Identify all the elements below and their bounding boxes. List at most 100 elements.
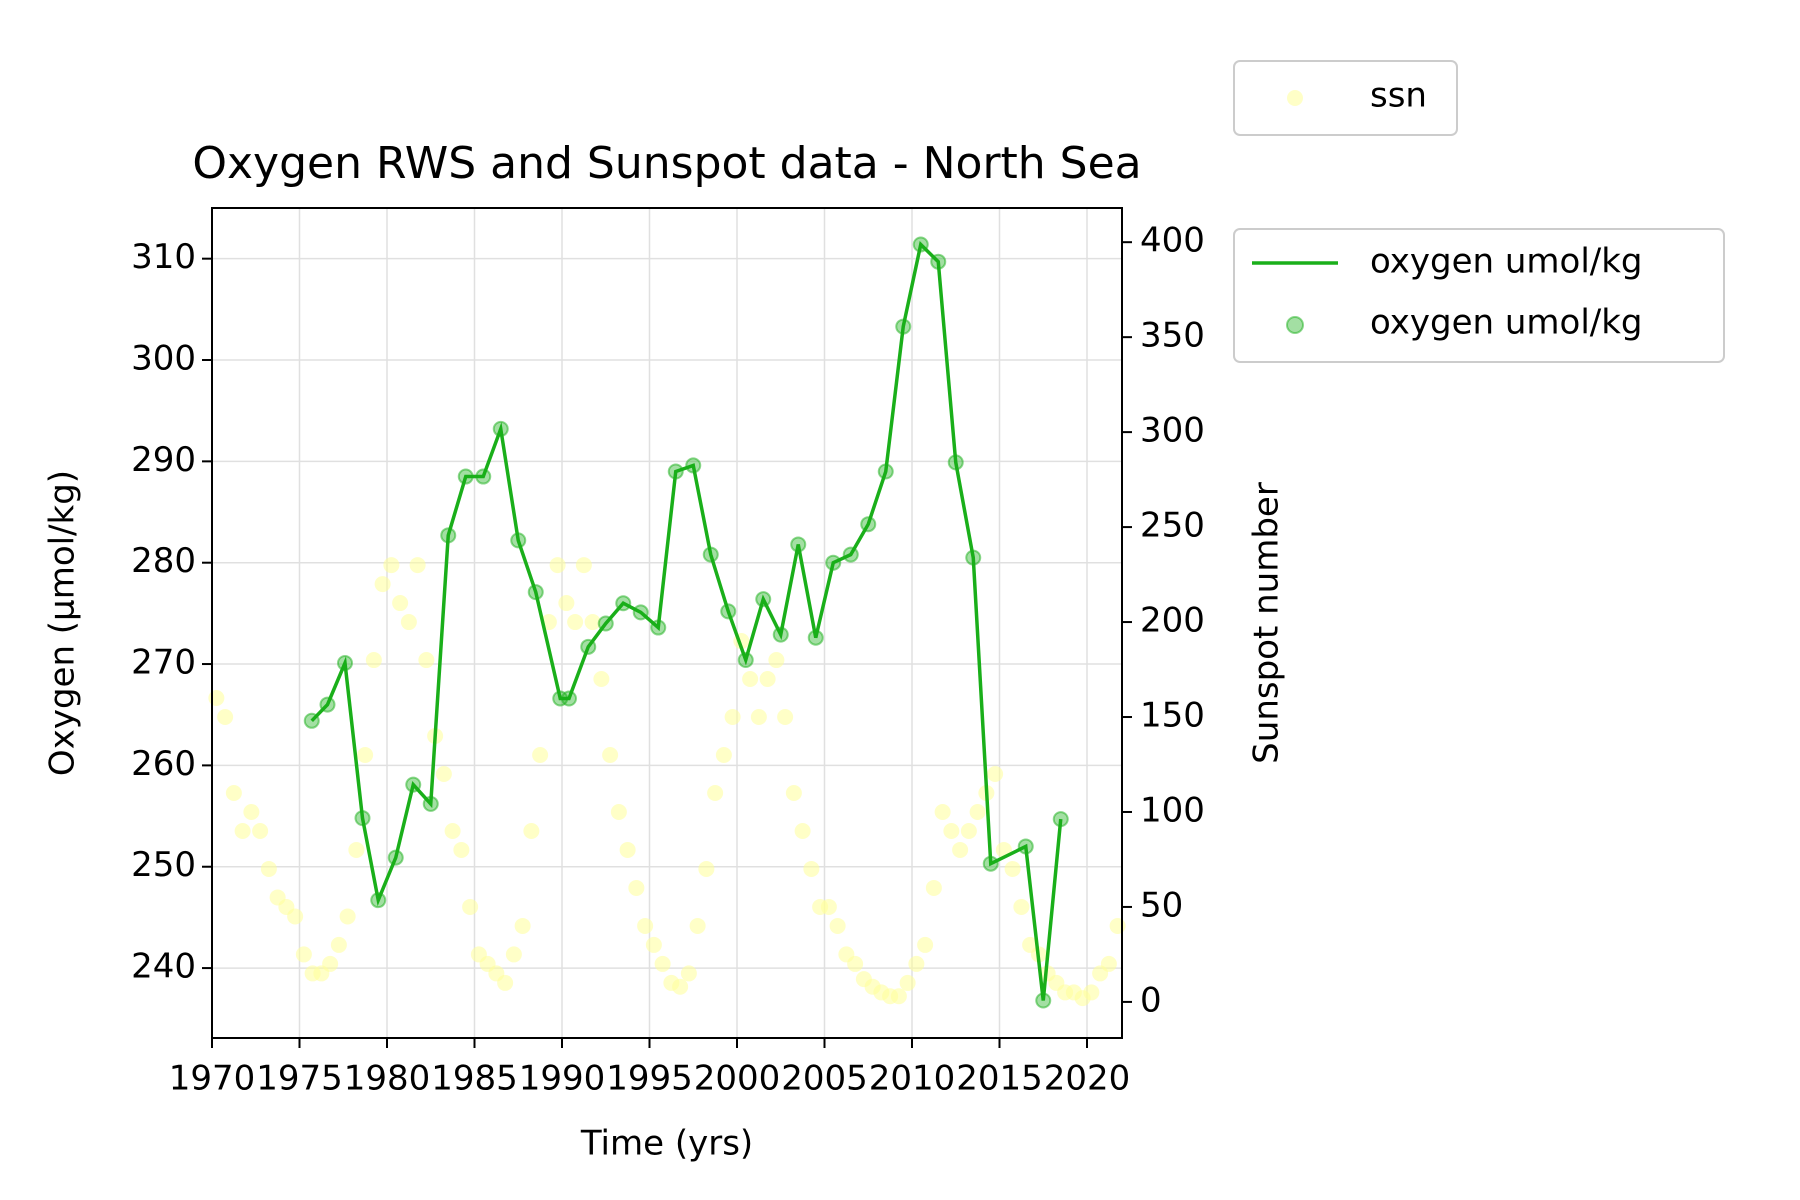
ssn-point xyxy=(225,784,242,801)
ssn-point xyxy=(374,576,391,593)
oxygen-point xyxy=(354,810,371,827)
y-tick-label: 250 xyxy=(131,845,196,885)
ssn-point xyxy=(969,803,986,820)
oxygen-point xyxy=(755,591,772,608)
y-tick-label: 310 xyxy=(131,237,196,277)
ssn-point xyxy=(252,822,269,839)
ssn-point xyxy=(750,709,767,726)
ssn-point xyxy=(715,747,732,764)
ssn-point xyxy=(820,898,837,915)
oxygen-point xyxy=(440,527,457,544)
y-tick-label: 260 xyxy=(131,744,196,784)
ssn-point xyxy=(558,595,575,612)
ssn-point xyxy=(689,917,706,934)
ssn-point xyxy=(532,747,549,764)
y-tick-label: 300 xyxy=(131,339,196,379)
ssn-point xyxy=(724,709,741,726)
ssn-point xyxy=(357,747,374,764)
ssn-point xyxy=(208,690,225,707)
ssn-point xyxy=(672,978,689,995)
ssn-point xyxy=(829,917,846,934)
ssn-point xyxy=(960,822,977,839)
oxygen-point xyxy=(615,595,632,612)
oxygen-point xyxy=(510,532,527,549)
ssn-point xyxy=(505,946,522,963)
legend-box xyxy=(1233,228,1725,363)
y2-axis-label: Sunspot number xyxy=(1247,482,1287,764)
ssn-point xyxy=(637,917,654,934)
ssn-point xyxy=(549,557,566,574)
oxygen-point xyxy=(912,236,929,253)
legend-label: oxygen umol/kg xyxy=(1370,242,1643,282)
ssn-point xyxy=(645,936,662,953)
ssn-point xyxy=(602,747,619,764)
ssn-point xyxy=(392,595,409,612)
ssn-point xyxy=(435,765,452,782)
y2-tick-label: 50 xyxy=(1140,885,1183,925)
y2-tick-label: 200 xyxy=(1140,601,1205,641)
ssn-point xyxy=(418,652,435,669)
ssn-point xyxy=(400,614,417,631)
oxygen-point xyxy=(877,463,894,480)
y2-tick-label: 400 xyxy=(1140,221,1205,261)
legend-label: oxygen umol/kg xyxy=(1370,303,1643,343)
chart-title: Oxygen RWS and Sunspot data - North Sea xyxy=(192,138,1141,189)
ssn-point xyxy=(217,709,234,726)
ssn-point xyxy=(925,879,942,896)
ssn-point xyxy=(952,841,969,858)
x-tick-label: 2020 xyxy=(1044,1059,1131,1099)
y2-tick-label: 300 xyxy=(1140,411,1205,451)
ssn-point xyxy=(514,917,531,934)
oxygen-point xyxy=(580,638,597,655)
ssn-point xyxy=(794,822,811,839)
x-axis-label: Time (yrs) xyxy=(580,1124,753,1164)
ssn-point xyxy=(1100,955,1117,972)
ssn-point xyxy=(987,765,1004,782)
ssn-point xyxy=(654,955,671,972)
x-tick-label: 1975 xyxy=(256,1059,343,1099)
ssn-point xyxy=(409,557,426,574)
ssn-point xyxy=(575,557,592,574)
oxygen-point xyxy=(650,619,667,636)
ssn-point xyxy=(593,671,610,688)
x-tick-label: 1985 xyxy=(431,1059,518,1099)
x-tick-label: 2005 xyxy=(781,1059,868,1099)
oxygen-point xyxy=(527,584,544,601)
oxygen-point xyxy=(982,855,999,872)
oxygen-point xyxy=(387,849,404,866)
y2-tick-label: 350 xyxy=(1140,316,1205,356)
ssn-point xyxy=(1083,984,1100,1001)
oxygen-point xyxy=(319,696,336,713)
ssn-point xyxy=(444,822,461,839)
ssn-point xyxy=(348,841,365,858)
ssn-point xyxy=(287,908,304,925)
ssn-point xyxy=(453,841,470,858)
x-tick-label: 2010 xyxy=(869,1059,956,1099)
ssn-point xyxy=(785,784,802,801)
grid xyxy=(211,208,1122,1038)
oxygen-point xyxy=(337,655,353,672)
oxygen-point xyxy=(457,468,474,485)
oxygen-point xyxy=(685,457,702,474)
ssn-point xyxy=(365,652,382,669)
oxygen-point xyxy=(303,712,320,729)
oxygen-point xyxy=(561,690,577,707)
oxygen-point xyxy=(965,549,982,566)
oxygen-point xyxy=(475,468,492,485)
y-tick-label: 290 xyxy=(131,440,196,480)
ssn-point xyxy=(742,671,759,688)
ssn-point xyxy=(890,988,907,1005)
x-tick-label: 1995 xyxy=(606,1059,693,1099)
ssn-point xyxy=(759,671,776,688)
ssn-point xyxy=(768,652,785,669)
oxygen-point xyxy=(790,536,807,553)
y2-tick-label: 150 xyxy=(1140,696,1205,736)
ssn-point xyxy=(523,822,540,839)
oxygen-point xyxy=(737,651,754,668)
ssn-point xyxy=(1004,860,1021,877)
x-tick-label: 1980 xyxy=(344,1059,431,1099)
axes: 1970 1975 1980 1985 1990 1995 2000 2005 2010 2015… xyxy=(131,76,1642,1099)
oxygen-point xyxy=(720,603,737,620)
x-tick-label: 1970 xyxy=(169,1059,256,1099)
